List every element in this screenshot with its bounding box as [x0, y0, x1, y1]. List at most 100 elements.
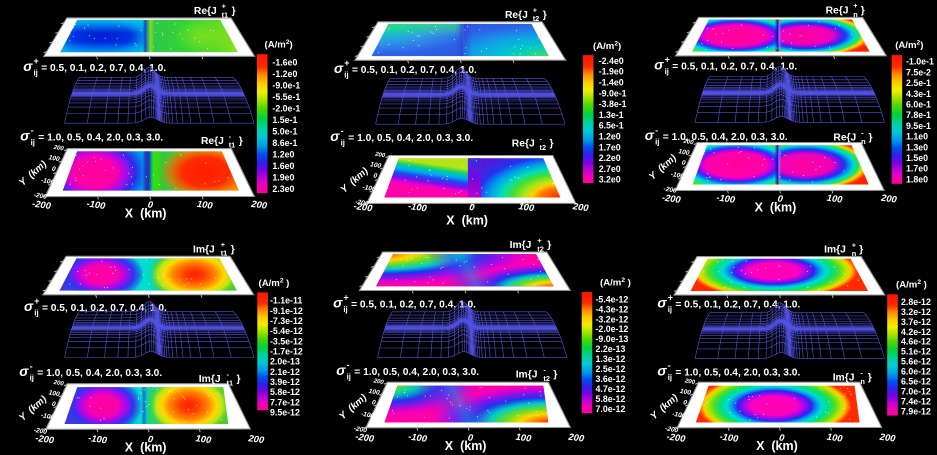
svg-text:0: 0 — [147, 199, 154, 211]
svg-text:}: } — [869, 133, 873, 144]
svg-text:Re{J: Re{J — [194, 6, 217, 17]
svg-text:1.5e0: 1.5e0 — [906, 153, 928, 163]
svg-text:= 0.5, 0.1, 0.2, 0.7, 0.4, 1.0: = 0.5, 0.1, 0.2, 0.7, 0.4, 1.0. — [675, 300, 800, 311]
svg-text:= 0.5, 0.1, 0.2, 0.7, 0.4, 1.0: = 0.5, 0.1, 0.2, 0.7, 0.4, 1.0. — [351, 299, 476, 310]
svg-text:ij: ij — [668, 305, 672, 314]
svg-text:σ: σ — [24, 299, 34, 314]
svg-text:t1: t1 — [229, 140, 236, 149]
svg-text:200: 200 — [247, 432, 266, 445]
svg-text:9.5e-12: 9.5e-12 — [270, 408, 300, 418]
svg-text:(A/m2 ): (A/m2 ) — [600, 277, 631, 288]
svg-text:+: + — [222, 2, 227, 11]
svg-text:100: 100 — [196, 198, 214, 211]
svg-text:(A/m2): (A/m2) — [593, 41, 621, 52]
svg-text:σ: σ — [645, 128, 655, 143]
svg-text:}: } — [547, 240, 551, 251]
svg-text:-: - — [540, 134, 543, 143]
svg-text:0: 0 — [51, 166, 56, 174]
svg-text:-9.0e-1: -9.0e-1 — [599, 88, 627, 98]
svg-text:= 0.5, 0.1, 0.2, 0.7, 0.4, 1.0: = 0.5, 0.1, 0.2, 0.7, 0.4, 1.0. — [41, 63, 166, 74]
svg-text:4.6e-12: 4.6e-12 — [901, 337, 931, 347]
svg-text:200: 200 — [250, 198, 269, 211]
svg-text:= 0.5, 0.1, 0.2, 0.7, 0.4, 1.0: = 0.5, 0.1, 0.2, 0.7, 0.4, 1.0. — [42, 303, 167, 314]
svg-text:6.0e-12: 6.0e-12 — [901, 367, 931, 377]
svg-text:-3.2e-12: -3.2e-12 — [596, 314, 629, 324]
svg-text:2.8e-12: 2.8e-12 — [901, 297, 931, 307]
svg-text:0: 0 — [147, 433, 154, 445]
svg-text:0: 0 — [371, 399, 376, 407]
svg-text:1.9e0: 1.9e0 — [272, 172, 294, 182]
svg-text:100: 100 — [370, 161, 382, 170]
svg-text:Re{J: Re{J — [833, 133, 856, 144]
svg-text:-: - — [31, 126, 34, 136]
svg-text:100: 100 — [195, 432, 213, 445]
svg-text:7.5e-2: 7.5e-2 — [906, 67, 931, 77]
svg-text:1.2e0: 1.2e0 — [272, 149, 294, 159]
svg-text:t2: t2 — [540, 143, 547, 152]
svg-text:-200: -200 — [353, 200, 374, 214]
svg-text:+: + — [668, 293, 673, 303]
svg-text:-3.8e-1: -3.8e-1 — [599, 99, 627, 109]
svg-text:-: - — [229, 132, 232, 141]
svg-text:-100: -100 — [719, 430, 740, 444]
svg-text:}: } — [239, 136, 243, 147]
svg-text:-200: -200 — [663, 186, 678, 195]
svg-text:ij: ij — [668, 373, 672, 382]
svg-text:-100: -100 — [407, 200, 428, 214]
svg-text:Re{J: Re{J — [826, 5, 849, 16]
svg-text:100: 100 — [826, 431, 844, 444]
svg-text:+: + — [344, 58, 349, 68]
svg-text:-5.5e-1: -5.5e-1 — [272, 92, 300, 102]
svg-text:-100: -100 — [360, 411, 375, 420]
svg-text:σ: σ — [333, 295, 343, 310]
svg-text:200: 200 — [880, 192, 899, 205]
svg-text:7.0e-12: 7.0e-12 — [596, 404, 626, 414]
svg-text:-200: -200 — [666, 430, 687, 444]
svg-text:t2: t2 — [537, 244, 544, 253]
svg-text:+: + — [533, 6, 538, 15]
svg-text:-200: -200 — [32, 198, 53, 212]
svg-text:ij: ij — [34, 309, 38, 318]
svg-text:3.7e-12: 3.7e-12 — [901, 317, 931, 327]
svg-text:-: - — [655, 125, 658, 135]
svg-text:ij: ij — [344, 71, 348, 80]
svg-text:-1.6e0: -1.6e0 — [272, 57, 297, 67]
svg-text:= 1.0, 0.5, 0.4, 2.0, 0.3, 3.0: = 1.0, 0.5, 0.4, 2.0, 0.3, 3.0. — [348, 133, 473, 144]
svg-text:= 1.0, 0.5, 0.4, 2.0, 0.3, 3.0: = 1.0, 0.5, 0.4, 2.0, 0.3, 3.0. — [37, 368, 162, 379]
svg-text:}: } — [550, 139, 554, 150]
svg-text:-1.4e0: -1.4e0 — [599, 78, 624, 88]
svg-text:-7.3e-12: -7.3e-12 — [270, 316, 303, 326]
svg-text:6.5e-12: 6.5e-12 — [901, 377, 931, 387]
svg-text:200: 200 — [682, 139, 695, 147]
svg-text:-100: -100 — [88, 432, 109, 446]
svg-text:(A/m2 ): (A/m2 ) — [259, 278, 290, 289]
svg-text:2.7e0: 2.7e0 — [599, 164, 621, 174]
svg-text:+: + — [221, 240, 226, 249]
svg-text:ij: ij — [34, 69, 38, 78]
svg-text:t1: t1 — [222, 10, 229, 19]
svg-text:1.2e0: 1.2e0 — [599, 132, 621, 142]
svg-text:-100: -100 — [670, 171, 685, 180]
svg-text:σ: σ — [654, 57, 664, 72]
svg-text:-: - — [30, 361, 33, 371]
svg-text:= 1.0, 0.5, 0.4, 2.0, 0.3, 3.0: = 1.0, 0.5, 0.4, 2.0, 0.3, 3.0. — [38, 132, 163, 143]
svg-text:0: 0 — [777, 192, 784, 204]
svg-text:-200: -200 — [664, 425, 679, 434]
svg-text:-: - — [347, 360, 350, 370]
svg-text:1.5e-1: 1.5e-1 — [272, 115, 297, 125]
svg-text:5.0e-1: 5.0e-1 — [272, 126, 297, 136]
svg-text:-200: -200 — [33, 192, 48, 201]
svg-text:100: 100 — [679, 388, 691, 397]
svg-text:+: + — [665, 55, 670, 65]
svg-text:2.3e0: 2.3e0 — [272, 184, 294, 194]
svg-text:+: + — [537, 236, 542, 245]
svg-text:-200: -200 — [35, 432, 56, 446]
svg-text:Re{J: Re{J — [201, 136, 224, 147]
svg-text:100: 100 — [518, 200, 536, 213]
svg-text:-100: -100 — [408, 430, 429, 444]
svg-text:-1.0e-1: -1.0e-1 — [906, 57, 934, 67]
svg-text:200: 200 — [52, 380, 65, 388]
svg-text:}: } — [868, 373, 872, 384]
svg-text:t1: t1 — [227, 378, 234, 387]
svg-text:7.7e-12: 7.7e-12 — [270, 397, 300, 407]
